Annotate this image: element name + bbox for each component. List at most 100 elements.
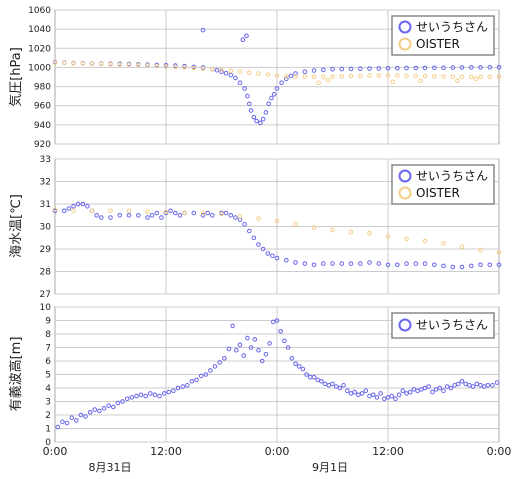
water-temp-point-seiuchi (265, 251, 271, 256)
water-temp-legend-label-seiuchi: せいうちさん (416, 169, 488, 183)
pressure-point-oister (126, 62, 132, 67)
water-temp-point-oister (182, 210, 187, 216)
water-temp-y-tick-label: 31 (40, 200, 51, 210)
wave-height-point-seiuchi (490, 383, 495, 388)
wave-height-point-seiuchi (175, 385, 181, 391)
water-temp-point-oister (274, 218, 280, 224)
wave-height-point-seiuchi (378, 391, 383, 396)
wave-height-point-seiuchi (194, 377, 199, 383)
wave-height-y-tick-labels: 0 1 2 3 4 5 6 7 8 9 10 (40, 303, 52, 448)
water-temp-y-tick-label: 33 (40, 155, 51, 165)
wave-height-point-seiuchi (433, 387, 439, 392)
pressure-point-seiuchi (376, 66, 382, 71)
pressure-point-oister (459, 74, 465, 80)
pressure-point-oister (80, 61, 86, 66)
water-temp-point-seiuchi (233, 215, 238, 220)
water-temp-point-seiuchi (126, 213, 132, 218)
wave-height-point-seiuchi (256, 347, 261, 353)
water-temp-point-seiuchi (478, 262, 483, 268)
wave-height-grid (55, 306, 499, 443)
wave-height-point-seiuchi (441, 388, 446, 394)
wave-height-point-seiuchi (234, 347, 239, 353)
water-temp-point-oister (404, 236, 409, 242)
pressure-point-oister (455, 78, 460, 84)
wave-height-point-seiuchi (337, 385, 343, 391)
pressure-point-seiuchi (288, 73, 294, 79)
x-tick-label: 0:00 (265, 445, 290, 458)
wave-height-y-tick-label: 0 (45, 438, 51, 448)
wave-height-point-seiuchi (161, 391, 167, 396)
water-temp-point-seiuchi (200, 213, 206, 218)
wave-height-point-seiuchi (293, 361, 298, 367)
wave-height-point-seiuchi (226, 346, 232, 352)
water-temp-point-seiuchi (145, 215, 150, 220)
pressure-point-oister (71, 60, 76, 66)
wave-height-point-seiuchi (271, 319, 276, 325)
wave-height-point-seiuchi (363, 388, 369, 394)
water-temp-point-seiuchi (80, 201, 86, 207)
wave-height-point-seiuchi (452, 383, 457, 388)
wave-height-point-seiuchi (60, 419, 65, 425)
water-temp-point-oister (200, 210, 206, 216)
water-temp-point-seiuchi (270, 253, 275, 259)
pressure-point-seiuchi (478, 65, 483, 70)
water-temp-legend-label-oister: OISTER (416, 186, 460, 200)
wave-height-point-seiuchi (171, 388, 176, 394)
water-temp-y-tick-labels: 27 28 29 30 31 32 33 (40, 155, 52, 300)
pressure-point-oister (99, 61, 104, 67)
pressure-point-seiuchi (330, 67, 335, 72)
wave-height-point-seiuchi (55, 424, 61, 430)
pressure-point-oister (418, 78, 423, 84)
water-temp-point-seiuchi (191, 210, 197, 216)
wave-height-point-seiuchi (263, 352, 269, 357)
pressure-point-seiuchi (247, 101, 252, 107)
wave-height-point-seiuchi (267, 341, 272, 346)
pressure-point-oister (325, 78, 331, 83)
pressure-y-tick-label: 960 (34, 102, 51, 112)
water-temp-axis-label: 海水温[℃] (9, 194, 24, 258)
wave-height-point-seiuchi (106, 403, 111, 408)
water-temp-point-oister (422, 238, 428, 244)
pressure-point-seiuchi (413, 65, 419, 71)
x-tick-label: 0:00 (487, 445, 512, 458)
wave-height-y-tick-label: 7 (45, 344, 51, 354)
water-temp-point-oister (52, 207, 58, 212)
pressure-point-seiuchi (254, 118, 259, 124)
pressure-point-seiuchi (404, 65, 409, 71)
pressure-point-seiuchi (269, 95, 274, 101)
water-temp-grid (55, 158, 499, 295)
water-temp-point-seiuchi (450, 264, 456, 270)
pressure-point-oister (108, 61, 113, 67)
wave-height-point-seiuchi (411, 387, 417, 392)
pressure-point-seiuchi (223, 70, 229, 76)
pressure-points (52, 27, 502, 126)
wave-height-point-seiuchi (430, 389, 435, 395)
pressure-point-seiuchi (469, 65, 474, 70)
wave-height-y-tick-label: 3 (45, 398, 51, 408)
wave-height-point-seiuchi (356, 392, 361, 398)
pressure-point-oister (182, 65, 187, 70)
wave-height-point-seiuchi (198, 373, 204, 379)
wave-height-point-seiuchi (274, 318, 280, 323)
wave-height-point-seiuchi (382, 396, 387, 402)
wave-height-point-seiuchi (222, 356, 227, 361)
pressure-point-seiuchi (245, 93, 250, 99)
wave-height-point-seiuchi (87, 410, 93, 415)
pressure-y-tick-label: 1020 (28, 44, 51, 54)
wave-height-y-tick-label: 2 (45, 411, 51, 421)
pressure-legend: せいうちさん OISTER (391, 15, 495, 56)
pressure-y-tick-label: 1000 (28, 63, 51, 73)
pressure-point-oister (154, 63, 160, 69)
pressure-point-seiuchi (271, 91, 277, 97)
x-tick-label: 12:00 (372, 445, 404, 458)
wave-height-point-seiuchi (419, 387, 424, 392)
water-temp-point-seiuchi (256, 242, 261, 247)
water-temp-point-seiuchi (242, 221, 247, 227)
water-temp-point-seiuchi (496, 262, 502, 268)
pressure-point-seiuchi (242, 86, 247, 91)
pressure-point-oister (473, 76, 479, 82)
water-temp-legend-marker-seiuchi (398, 169, 412, 183)
wave-height-point-seiuchi (259, 358, 265, 364)
pressure-point-seiuchi (496, 65, 502, 70)
